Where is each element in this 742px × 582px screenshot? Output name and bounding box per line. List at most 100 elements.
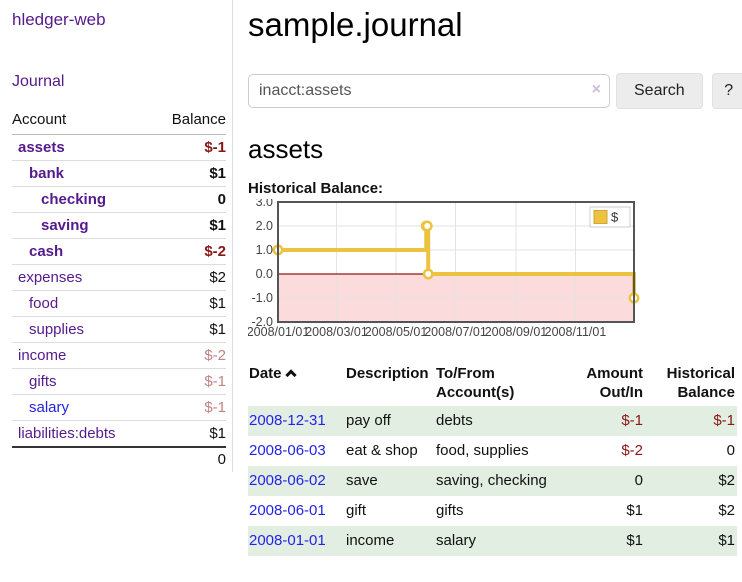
transaction-date-link[interactable]: 2008-12-31 xyxy=(249,412,326,429)
account-row-saving: saving $1 xyxy=(12,212,226,239)
sidebar: hledger-web Journal Account Balance asse… xyxy=(0,0,233,472)
account-link-saving[interactable]: saving xyxy=(41,217,89,234)
account-balance: 0 xyxy=(152,186,226,213)
account-link-gifts[interactable]: gifts xyxy=(29,373,57,390)
svg-text:2008/01/01: 2008/01/01 xyxy=(248,325,309,339)
account-balance: $-1 xyxy=(152,394,226,421)
register-header-row: Date Description To/From Account(s) Amou… xyxy=(248,361,737,406)
account-row-cash: cash $-2 xyxy=(12,238,226,265)
register-header-date[interactable]: Date xyxy=(248,361,345,406)
svg-text:-2.0: -2.0 xyxy=(251,315,273,329)
transaction-date-link[interactable]: 2008-06-02 xyxy=(249,472,326,489)
transaction-accounts: food, supplies xyxy=(436,442,529,459)
account-balance: $1 xyxy=(152,212,226,239)
account-link-income[interactable]: income xyxy=(18,347,67,364)
account-row-assets: assets $-1 xyxy=(12,134,226,161)
svg-text:$: $ xyxy=(611,210,619,225)
sort-ascending-icon xyxy=(284,369,297,381)
svg-text:2008/09/01: 2008/09/01 xyxy=(485,325,548,339)
account-row-food: food $1 xyxy=(12,290,226,317)
transaction-date-link[interactable]: 2008-01-01 xyxy=(249,532,326,549)
account-balance: $1 xyxy=(152,290,226,317)
account-link-supplies[interactable]: supplies xyxy=(29,321,85,338)
svg-text:-1.0: -1.0 xyxy=(251,291,273,305)
transaction-amount: $-1 xyxy=(621,412,643,429)
account-balance: $1 xyxy=(152,160,226,187)
transaction-accounts: salary xyxy=(436,532,477,549)
account-row-expenses: expenses $2 xyxy=(12,264,226,291)
svg-text:2008/11/01: 2008/11/01 xyxy=(545,325,607,339)
account-link-liabilities-debts[interactable]: liabilities:debts xyxy=(18,425,116,442)
register-header-description: Description xyxy=(346,365,429,382)
account-link-expenses[interactable]: expenses xyxy=(18,269,83,286)
account-row-checking: checking 0 xyxy=(12,186,226,213)
register-row: 2008-06-03 eat & shop food, supplies $-2… xyxy=(248,436,737,466)
chart-title: Historical Balance: xyxy=(248,180,384,197)
transaction-description: pay off xyxy=(346,412,391,429)
register-header-accounts: To/From Account(s) xyxy=(436,365,515,401)
register-row: 2008-06-01 gift gifts $1 $2 xyxy=(248,496,737,526)
account-row-supplies: supplies $1 xyxy=(12,316,226,343)
account-link-cash[interactable]: cash xyxy=(29,243,64,260)
transaction-amount: $1 xyxy=(626,532,643,549)
search-button[interactable]: Search xyxy=(616,73,703,109)
svg-text:1.0: 1.0 xyxy=(256,243,273,257)
account-link-bank[interactable]: bank xyxy=(29,165,65,182)
accounts-table: Account Balance assets $-1 bank $1 check… xyxy=(12,108,226,472)
transaction-description: gift xyxy=(346,502,367,519)
account-row-liabilities-debts: liabilities:debts $1 xyxy=(12,420,226,448)
transaction-amount: 0 xyxy=(634,472,643,489)
account-row-bank: bank $1 xyxy=(12,160,226,187)
search-input-wrap: × xyxy=(248,74,610,108)
transaction-balance: $2 xyxy=(718,472,735,489)
transaction-description: save xyxy=(346,472,378,489)
transaction-amount: $-2 xyxy=(621,442,643,459)
transaction-accounts: gifts xyxy=(436,502,464,519)
page-title: sample.journal xyxy=(248,6,463,43)
transaction-description: income xyxy=(346,532,395,549)
register-row: 2008-12-31 pay off debts $-1 $-1 xyxy=(248,406,737,436)
svg-text:0.0: 0.0 xyxy=(256,267,273,281)
svg-text:2008/05/01: 2008/05/01 xyxy=(365,325,428,339)
accounts-header-account: Account xyxy=(12,108,153,135)
account-link-salary[interactable]: salary xyxy=(29,399,70,416)
account-balance: $1 xyxy=(152,316,226,343)
transaction-date-link[interactable]: 2008-06-03 xyxy=(249,442,326,459)
account-row-salary: salary $-1 xyxy=(12,394,226,421)
svg-text:2.0: 2.0 xyxy=(256,219,273,233)
search-input[interactable] xyxy=(248,74,610,108)
app-title: hledger-web xyxy=(12,10,226,30)
svg-text:2008/07/01: 2008/07/01 xyxy=(424,325,487,339)
transaction-date-link[interactable]: 2008-06-01 xyxy=(249,502,326,519)
accounts-total-row: 0 xyxy=(12,447,226,472)
transaction-balance: $2 xyxy=(718,502,735,519)
svg-text:2008/03/01: 2008/03/01 xyxy=(305,325,368,339)
help-button[interactable]: ? xyxy=(711,73,742,109)
register-table: Date Description To/From Account(s) Amou… xyxy=(248,361,737,556)
account-balance: $-2 xyxy=(152,238,226,265)
main-content: sample.journal × Search ? assets Histori… xyxy=(233,0,742,556)
account-balance: $-1 xyxy=(152,368,226,395)
account-row-income: income $-2 xyxy=(12,342,226,369)
transaction-accounts: debts xyxy=(436,412,473,429)
account-link-food[interactable]: food xyxy=(29,295,59,312)
transaction-amount: $1 xyxy=(626,502,643,519)
account-link-checking[interactable]: checking xyxy=(41,191,107,208)
transaction-description: eat & shop xyxy=(346,442,418,459)
hledger-web-app: hledger-web Journal Account Balance asse… xyxy=(0,0,742,556)
account-balance: $-2 xyxy=(152,342,226,369)
account-balance: $-1 xyxy=(152,134,226,161)
register-header-amount: Amount Out/In xyxy=(586,365,643,401)
journal-link[interactable]: Journal xyxy=(12,73,65,90)
search-form: × Search ? xyxy=(248,73,742,109)
register-header-balance: Historical Balance xyxy=(666,365,735,401)
transaction-accounts: saving, checking xyxy=(436,472,547,489)
journal-nav: Journal xyxy=(12,73,226,91)
svg-text:3.0: 3.0 xyxy=(256,199,273,209)
register-row: 2008-01-01 income salary $1 $1 xyxy=(248,526,737,556)
account-balance: $1 xyxy=(152,420,226,448)
account-link-assets[interactable]: assets xyxy=(18,139,65,156)
account-row-gifts: gifts $-1 xyxy=(12,368,226,395)
app-title-link[interactable]: hledger-web xyxy=(12,10,106,29)
clear-search-icon[interactable]: × xyxy=(591,81,601,98)
